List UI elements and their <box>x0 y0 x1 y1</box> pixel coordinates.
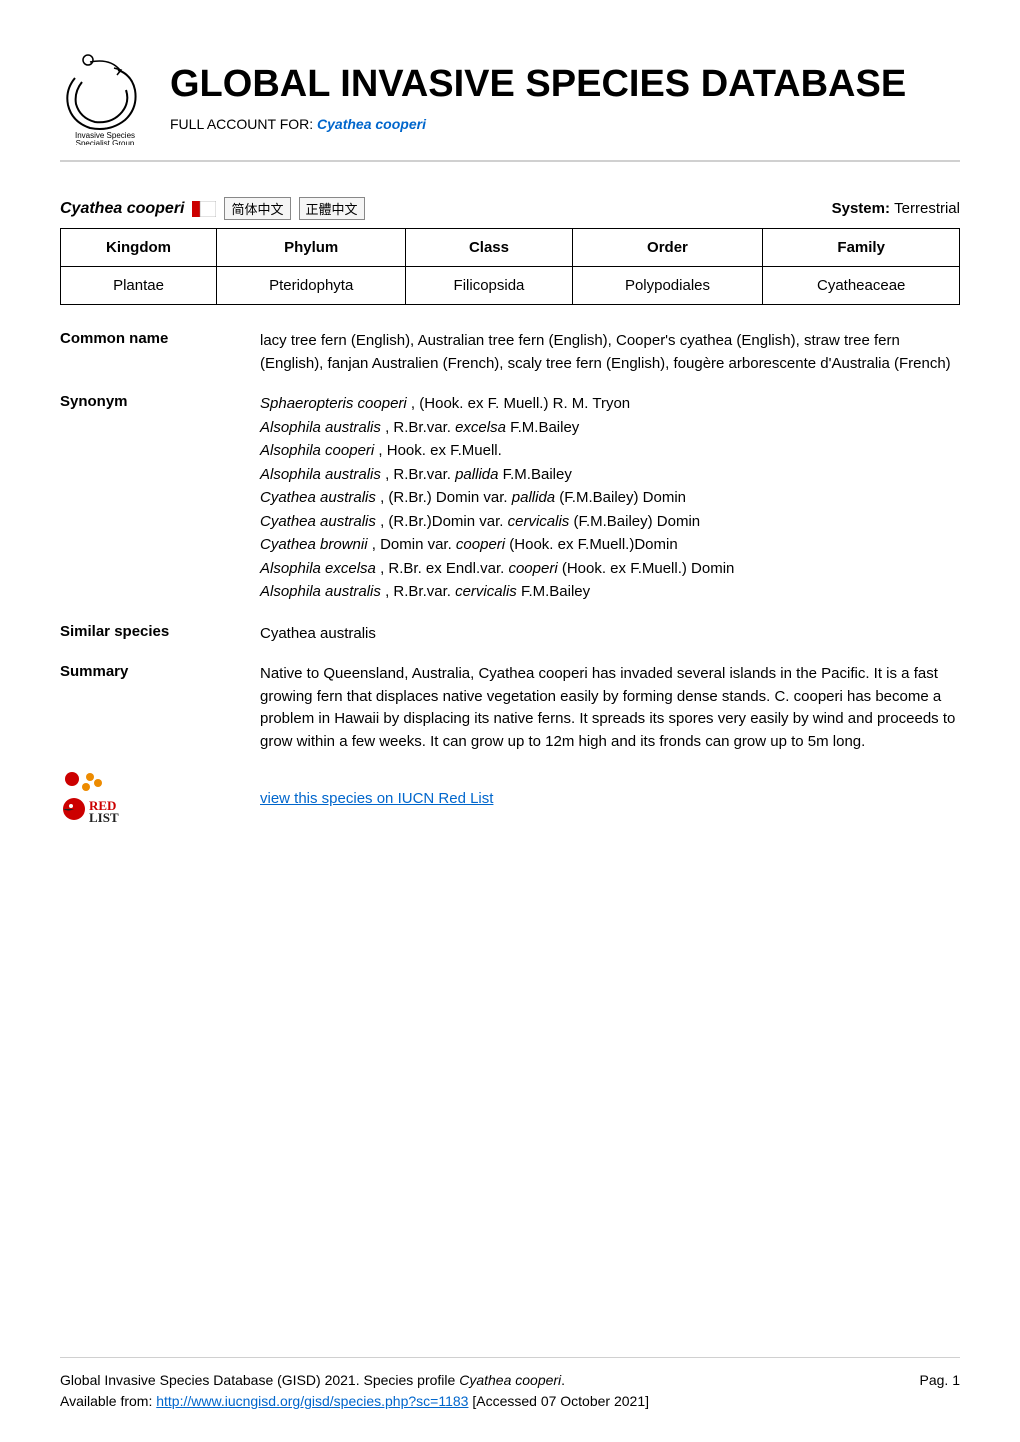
common-name-content: lacy tree fern (English), Australian tre… <box>260 330 960 375</box>
td-kingdom: Plantae <box>61 267 217 305</box>
header-text-block: GLOBAL INVASIVE SPECIES DATABASE FULL AC… <box>170 63 960 132</box>
page-header: Invasive Species Specialist Group GLOBAL… <box>60 50 960 162</box>
synonym-section: Synonym Sphaeropteris cooperi , (Hook. e… <box>60 393 960 605</box>
similar-species-content: Cyathea australis <box>260 623 960 646</box>
subtitle-label: FULL ACCOUNT FOR: <box>170 116 317 132</box>
title-left: Cyathea cooperi 简体中文 正體中文 <box>60 197 365 220</box>
table-row: Plantae Pteridophyta Filicopsida Polypod… <box>61 267 960 305</box>
summary-section: Summary Native to Queensland, Australia,… <box>60 663 960 753</box>
td-phylum: Pteridophyta <box>217 267 406 305</box>
title-row: Cyathea cooperi 简体中文 正體中文 System: Terres… <box>60 197 960 220</box>
th-kingdom: Kingdom <box>61 229 217 267</box>
similar-species-section: Similar species Cyathea australis <box>60 623 960 646</box>
species-title: Cyathea cooperi <box>60 200 184 218</box>
synonym-line: Alsophila australis , R.Br.var. cervical… <box>260 581 960 604</box>
footer-page-number: Pag. 1 <box>880 1370 960 1412</box>
common-name-label: Common name <box>60 330 260 375</box>
redlist-logo-icon: RED LIST <box>60 771 120 826</box>
system-label-text: System: <box>832 200 895 217</box>
synonym-line: Alsophila australis , R.Br.var. pallida … <box>260 464 960 487</box>
synonym-line: Cyathea brownii , Domin var. cooperi (Ho… <box>260 534 960 557</box>
redlist-link[interactable]: view this species on IUCN Red List <box>260 790 493 807</box>
td-order: Polypodiales <box>572 267 763 305</box>
td-class: Filicopsida <box>406 267 572 305</box>
summary-content: Native to Queensland, Australia, Cyathea… <box>260 663 960 753</box>
synonym-content: Sphaeropteris cooperi , (Hook. ex F. Mue… <box>260 393 960 605</box>
synonym-line: Cyathea australis , (R.Br.) Domin var. p… <box>260 487 960 510</box>
footer-line1-suffix: . <box>561 1372 565 1388</box>
footer-line1-prefix: Global Invasive Species Database (GISD) … <box>60 1372 459 1388</box>
system-label: System: Terrestrial <box>832 200 960 217</box>
lang-button-traditional[interactable]: 正體中文 <box>299 197 365 220</box>
svg-text:Specialist Group: Specialist Group <box>76 139 135 145</box>
th-class: Class <box>406 229 572 267</box>
svg-text:LIST: LIST <box>89 810 119 825</box>
page-footer: Global Invasive Species Database (GISD) … <box>60 1357 960 1412</box>
footer-url-link[interactable]: http://www.iucngisd.org/gisd/species.php… <box>156 1393 468 1409</box>
lang-button-simplified[interactable]: 简体中文 <box>224 197 290 220</box>
footer-left: Global Invasive Species Database (GISD) … <box>60 1370 880 1412</box>
flag-icon <box>192 201 216 217</box>
redlist-row: RED LIST view this species on IUCN Red L… <box>60 771 960 826</box>
footer-line2-prefix: Available from: <box>60 1393 156 1409</box>
issg-logo: Invasive Species Specialist Group <box>60 50 150 145</box>
table-header-row: Kingdom Phylum Class Order Family <box>61 229 960 267</box>
synonym-line: Sphaeropteris cooperi , (Hook. ex F. Mue… <box>260 393 960 416</box>
synonym-line: Cyathea australis , (R.Br.)Domin var. ce… <box>260 511 960 534</box>
synonym-line: Alsophila cooperi , Hook. ex F.Muell. <box>260 440 960 463</box>
page: Invasive Species Specialist Group GLOBAL… <box>0 0 1020 1442</box>
td-family: Cyatheaceae <box>763 267 960 305</box>
main-title: GLOBAL INVASIVE SPECIES DATABASE <box>170 63 960 106</box>
th-order: Order <box>572 229 763 267</box>
common-name-section: Common name lacy tree fern (English), Au… <box>60 330 960 375</box>
synonym-line: Alsophila australis , R.Br.var. excelsa … <box>260 417 960 440</box>
taxonomy-table: Kingdom Phylum Class Order Family Planta… <box>60 228 960 305</box>
subtitle: FULL ACCOUNT FOR: Cyathea cooperi <box>170 116 960 132</box>
synonym-line: Alsophila excelsa , R.Br. ex Endl.var. c… <box>260 558 960 581</box>
subtitle-species: Cyathea cooperi <box>317 116 426 132</box>
summary-label: Summary <box>60 663 260 753</box>
system-value: Terrestrial <box>894 200 960 217</box>
synonym-label: Synonym <box>60 393 260 605</box>
footer-line2-suffix: [Accessed 07 October 2021] <box>468 1393 649 1409</box>
th-family: Family <box>763 229 960 267</box>
footer-species: Cyathea cooperi <box>459 1372 561 1388</box>
similar-species-label: Similar species <box>60 623 260 646</box>
th-phylum: Phylum <box>217 229 406 267</box>
